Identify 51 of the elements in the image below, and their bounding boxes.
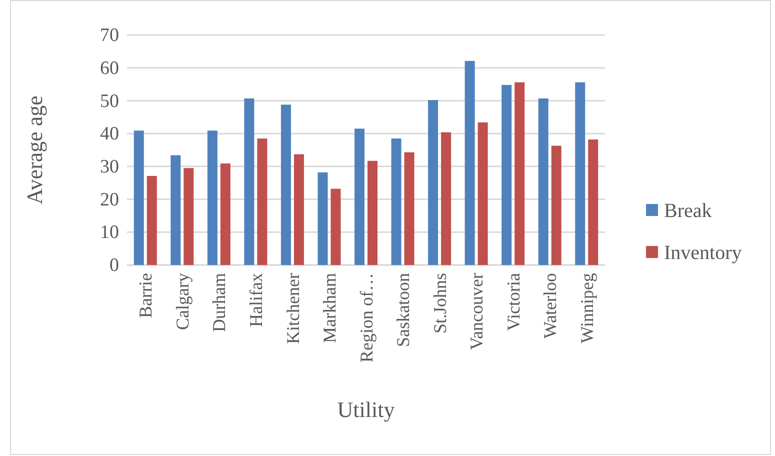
y-tick-label: 50 [100, 90, 119, 112]
bar [441, 132, 452, 265]
bar [428, 100, 438, 265]
x-tick-label: Barrie [136, 273, 156, 318]
bar [330, 188, 341, 265]
bar [575, 82, 586, 265]
bar [207, 130, 218, 265]
bar [294, 154, 304, 265]
x-tick-label: Vancouver [466, 272, 487, 350]
y-tick-label: 40 [100, 124, 119, 145]
y-tick-label: 20 [100, 189, 119, 210]
x-tick-label: Halifax [246, 273, 266, 327]
bar [478, 122, 488, 265]
x-tick-label: Saskatoon [393, 273, 414, 347]
bar [354, 128, 364, 265]
x-tick-label: Calgary [172, 273, 192, 330]
bar [244, 98, 254, 265]
legend-label: Break [664, 200, 712, 222]
bar [220, 163, 230, 265]
bar [368, 160, 378, 265]
bar [391, 138, 402, 265]
x-tick-label: Victoria [503, 273, 524, 331]
y-tick-label: 70 [100, 25, 119, 46]
legend-label: Inventory [664, 242, 742, 264]
bar [146, 176, 157, 265]
y-axis-title: Average age [22, 96, 47, 204]
bar [257, 138, 268, 265]
x-tick-label: Waterloo [540, 273, 560, 339]
x-axis-title: Utility [337, 397, 395, 422]
bar [588, 139, 598, 265]
y-tick-label: 0 [110, 255, 119, 276]
bar [170, 155, 181, 265]
bar [184, 168, 194, 265]
bar [280, 104, 291, 265]
bar [502, 84, 512, 265]
bar [538, 98, 548, 265]
bar [464, 60, 475, 265]
bar [134, 130, 144, 265]
y-tick-label: 10 [100, 222, 119, 244]
x-tick-label: St.Johns [430, 273, 450, 334]
bar [404, 152, 414, 265]
bar [514, 82, 525, 265]
x-tick-label: Durham [209, 273, 230, 332]
x-tick-label: Kitchener [282, 273, 303, 344]
y-tick-label: 30 [100, 156, 119, 178]
x-tick-label: Markham [320, 273, 340, 343]
bar [551, 146, 562, 265]
x-tick-label: Winnipeg [576, 273, 597, 344]
x-tick-label: Region of… [356, 273, 376, 362]
bar [318, 172, 328, 265]
y-tick-label: 60 [100, 58, 119, 79]
